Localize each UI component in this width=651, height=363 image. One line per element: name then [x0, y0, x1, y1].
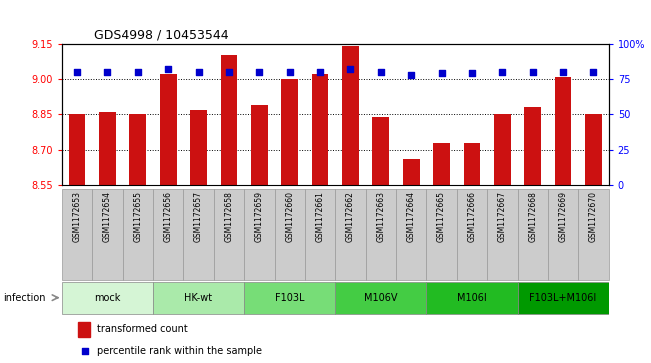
Bar	[312, 74, 329, 185]
Bar	[159, 74, 176, 185]
Bar	[464, 143, 480, 185]
Text: GSM1172661: GSM1172661	[316, 192, 325, 242]
FancyBboxPatch shape	[244, 282, 335, 314]
Text: GSM1172663: GSM1172663	[376, 192, 385, 242]
Text: F103L+M106I: F103L+M106I	[529, 293, 597, 303]
Text: percentile rank within the sample: percentile rank within the sample	[98, 346, 262, 356]
FancyBboxPatch shape	[426, 282, 518, 314]
Text: GSM1172659: GSM1172659	[255, 192, 264, 242]
Bar	[69, 114, 85, 185]
Point	[79, 348, 90, 354]
Point	[284, 69, 295, 75]
Point	[527, 69, 538, 75]
Text: M106V: M106V	[364, 293, 398, 303]
FancyBboxPatch shape	[548, 189, 578, 280]
Point	[224, 69, 234, 75]
Point	[497, 69, 508, 75]
Text: M106I: M106I	[457, 293, 487, 303]
Bar	[221, 55, 237, 185]
Point	[254, 69, 264, 75]
Text: GSM1172662: GSM1172662	[346, 192, 355, 242]
Text: GSM1172667: GSM1172667	[498, 192, 507, 242]
Text: GSM1172666: GSM1172666	[467, 192, 477, 242]
Point	[315, 69, 326, 75]
Text: infection: infection	[3, 293, 46, 303]
Text: GDS4998 / 10453544: GDS4998 / 10453544	[94, 29, 229, 42]
Point	[193, 69, 204, 75]
Text: HK-wt: HK-wt	[184, 293, 213, 303]
Bar	[494, 114, 510, 185]
FancyBboxPatch shape	[244, 189, 275, 280]
FancyBboxPatch shape	[518, 189, 548, 280]
FancyBboxPatch shape	[62, 189, 92, 280]
Text: GSM1172664: GSM1172664	[407, 192, 416, 242]
Bar	[403, 159, 419, 185]
Bar	[585, 114, 602, 185]
Bar	[342, 46, 359, 185]
Bar	[190, 110, 207, 185]
FancyBboxPatch shape	[426, 189, 457, 280]
FancyBboxPatch shape	[122, 189, 153, 280]
Bar	[251, 105, 268, 185]
Point	[406, 72, 417, 78]
Text: GSM1172660: GSM1172660	[285, 192, 294, 242]
Text: GSM1172654: GSM1172654	[103, 192, 112, 242]
Point	[589, 69, 599, 75]
FancyBboxPatch shape	[305, 189, 335, 280]
Bar	[99, 112, 116, 185]
FancyBboxPatch shape	[184, 189, 214, 280]
Text: GSM1172658: GSM1172658	[225, 192, 234, 242]
Text: GSM1172670: GSM1172670	[589, 192, 598, 242]
FancyBboxPatch shape	[487, 189, 518, 280]
Text: F103L: F103L	[275, 293, 305, 303]
Bar	[372, 117, 389, 185]
Point	[133, 69, 143, 75]
Bar	[525, 107, 541, 185]
FancyBboxPatch shape	[92, 189, 122, 280]
Bar	[434, 143, 450, 185]
FancyBboxPatch shape	[153, 282, 244, 314]
Text: mock: mock	[94, 293, 120, 303]
Text: transformed count: transformed count	[98, 324, 188, 334]
Bar	[130, 114, 146, 185]
FancyBboxPatch shape	[62, 282, 153, 314]
Point	[345, 66, 355, 72]
FancyBboxPatch shape	[335, 189, 366, 280]
Text: GSM1172655: GSM1172655	[133, 192, 143, 242]
Text: GSM1172657: GSM1172657	[194, 192, 203, 242]
Bar	[281, 79, 298, 185]
FancyBboxPatch shape	[335, 282, 426, 314]
Point	[102, 69, 113, 75]
Text: GSM1172669: GSM1172669	[559, 192, 568, 242]
Point	[436, 70, 447, 76]
FancyBboxPatch shape	[366, 189, 396, 280]
Text: GSM1172668: GSM1172668	[528, 192, 537, 242]
Point	[72, 69, 82, 75]
Text: GSM1172653: GSM1172653	[72, 192, 81, 242]
Point	[467, 70, 477, 76]
FancyBboxPatch shape	[457, 189, 487, 280]
FancyBboxPatch shape	[275, 189, 305, 280]
FancyBboxPatch shape	[153, 189, 184, 280]
Point	[376, 69, 386, 75]
Point	[163, 66, 173, 72]
Bar	[78, 322, 90, 337]
Point	[558, 69, 568, 75]
Text: GSM1172656: GSM1172656	[163, 192, 173, 242]
FancyBboxPatch shape	[518, 282, 609, 314]
FancyBboxPatch shape	[214, 189, 244, 280]
FancyBboxPatch shape	[396, 189, 426, 280]
FancyBboxPatch shape	[578, 189, 609, 280]
Bar	[555, 77, 572, 185]
Text: GSM1172665: GSM1172665	[437, 192, 446, 242]
